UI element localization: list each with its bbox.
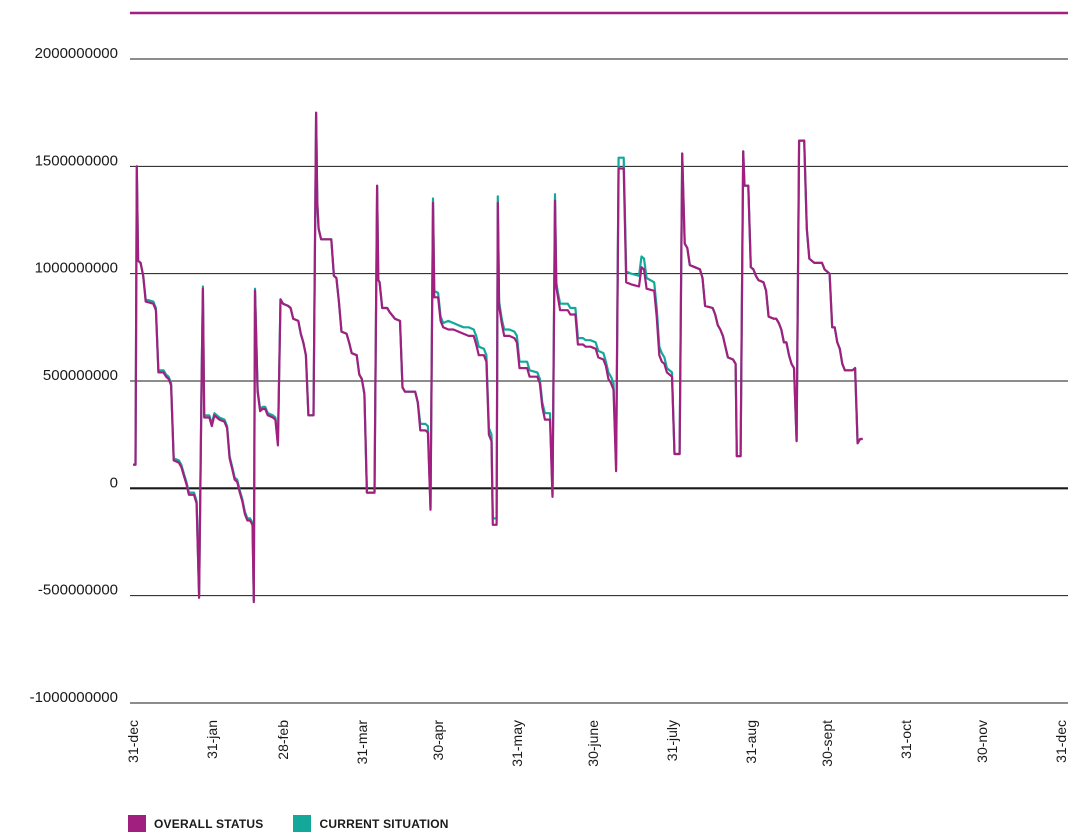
y-axis-ticks: 2000000000 1500000000 1000000000 500000000 0… [30,45,118,706]
x-tick-label: 28-feb [275,720,291,760]
x-tick-label: 31-july [664,720,680,761]
gridlines [130,58,1068,704]
legend-item-overall-status: OVERALL STATUS [128,815,263,832]
legend-label-current-situation: CURRENT SITUATION [319,816,449,831]
x-tick-label: 30-apr [430,720,446,761]
legend-item-current-situation: CURRENT SITUATION [293,815,448,832]
x-tick-label: 31-oct [898,720,914,759]
x-tick-label: 30-nov [974,720,990,763]
y-tick-label: 1000000000 [35,260,118,277]
x-tick-label: 31-dec [1053,720,1069,763]
legend: OVERALL STATUS CURRENT SITUATION [128,815,479,832]
y-tick-label: 1500000000 [35,152,118,169]
legend-label-overall-status: OVERALL STATUS [154,816,264,831]
x-tick-label: 30-sept [819,720,835,767]
x-axis-ticks: 31-dec 31-jan 28-feb 31-mar 30-apr 31-may 30-j… [125,720,1069,767]
series-line-overall-status [133,111,863,604]
y-tick-label: -1000000000 [30,689,118,706]
legend-swatch-current-situation [293,815,312,832]
x-tick-label: 30-june [585,720,601,767]
x-tick-label: 31-jan [204,720,220,759]
series-lines [133,111,863,604]
x-tick-label: 31-dec [125,720,141,763]
y-tick-label: 500000000 [43,367,118,384]
x-tick-label: 31-may [509,720,525,767]
x-tick-label: 31-aug [743,720,759,764]
y-tick-label: 2000000000 [35,45,118,62]
y-tick-label: -500000000 [38,582,118,599]
y-tick-label: 0 [110,474,118,491]
x-tick-label: 31-mar [354,720,370,765]
legend-swatch-overall-status [128,815,146,832]
